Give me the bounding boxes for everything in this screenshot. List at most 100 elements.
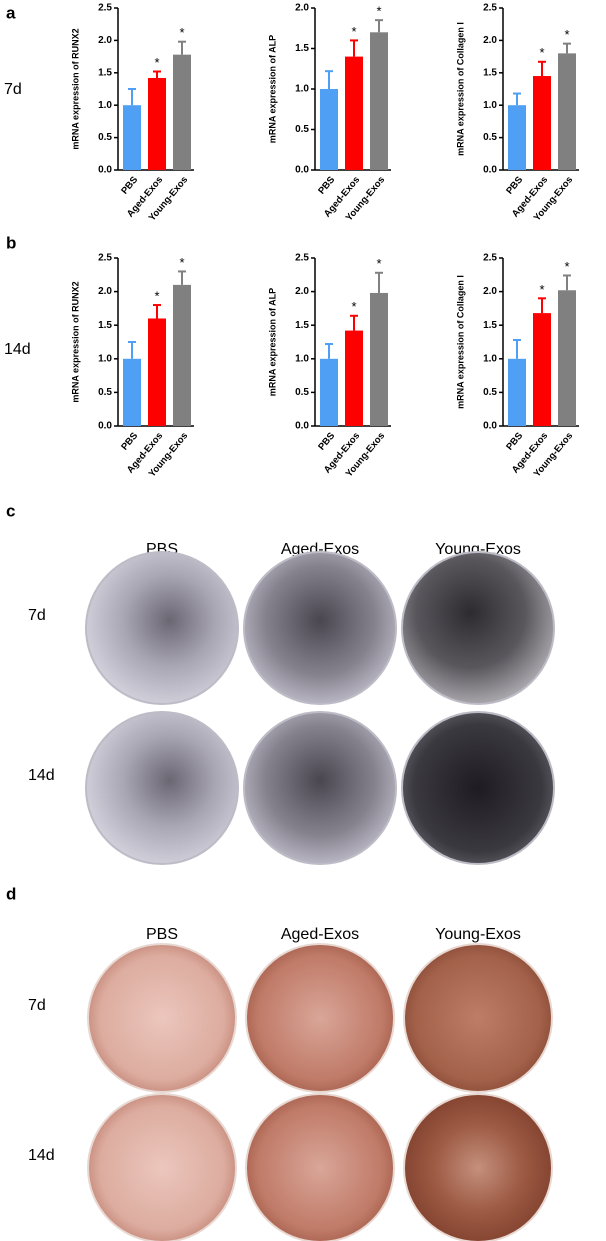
row-label: 14d [28,767,55,784]
y-tick-label: 0.5 [483,132,497,143]
significance: * [179,25,184,40]
y-tick-label: 2.5 [483,3,497,14]
y-tick-label: 1.5 [98,67,112,78]
bar [508,358,526,426]
y-tick-label: 2.0 [295,3,309,14]
bar [320,89,338,170]
y-tick-label: 1.0 [295,353,309,364]
x-tick-label: PBS [119,430,140,452]
column-label: Aged-Exos [281,926,359,943]
bar [173,284,191,426]
y-tick-label: 2.5 [98,3,112,14]
column-label: Young-Exos [435,926,521,943]
x-tick-label: PBS [504,174,525,196]
well-image [87,1093,237,1241]
significance: * [564,27,569,42]
significance: * [564,259,569,274]
x-tick-label: PBS [504,430,525,452]
y-tick-label: 0.0 [295,165,309,176]
y-axis-label: mRNA expression of RUNX2 [70,28,80,149]
well-image [85,711,239,865]
well-image [403,943,553,1093]
well-image [243,551,397,705]
row-label: 7d [28,607,46,624]
y-tick-label: 1.0 [98,353,112,364]
y-tick-label: 1.0 [98,100,112,111]
y-axis-label: mRNA expression of ALP [267,35,277,143]
x-tick-label: PBS [316,174,337,196]
significance: * [351,299,356,314]
y-tick-label: 0.5 [295,387,309,398]
row-label: 7d [28,997,46,1014]
significance: * [179,255,184,270]
y-tick-label: 2.0 [295,286,309,297]
well-image [85,551,239,705]
well-image [403,1093,553,1241]
x-tick-label: PBS [119,174,140,196]
bar [558,290,576,426]
well-image [401,711,555,865]
bar [558,53,576,170]
y-tick-label: 1.5 [483,67,497,78]
y-tick-label: 1.0 [483,353,497,364]
x-tick-label: PBS [316,430,337,452]
bar [508,105,526,170]
significance: * [154,55,159,70]
bar [345,56,363,170]
bar [148,318,166,426]
y-tick-label: 0.0 [483,421,497,432]
y-tick-label: 2.0 [483,286,497,297]
bar [345,330,363,426]
well-image [401,551,555,705]
y-tick-label: 0.5 [98,132,112,143]
well-image [243,711,397,865]
column-label: PBS [146,926,178,943]
bar [533,76,551,170]
y-tick-label: 0.5 [483,387,497,398]
well-image [245,1093,395,1241]
y-tick-label: 1.5 [295,43,309,54]
significance: * [154,288,159,303]
y-tick-label: 1.0 [295,84,309,95]
panel-label: b [6,233,16,252]
y-tick-label: 0.0 [98,421,112,432]
y-tick-label: 2.5 [98,253,112,264]
y-tick-label: 2.0 [483,35,497,46]
y-axis-label: mRNA expression of Collagen I [455,22,465,156]
bar [148,77,166,170]
row-label: 7d [4,81,22,98]
significance: * [376,4,381,19]
bar [123,105,141,170]
panel-label: a [6,3,16,22]
panel-label: d [6,884,16,903]
bar [370,292,388,426]
significance: * [376,256,381,271]
bar [173,54,191,170]
y-tick-label: 1.5 [98,320,112,331]
y-tick-label: 1.5 [295,320,309,331]
y-tick-label: 0.0 [295,421,309,432]
row-label: 14d [28,1147,55,1164]
y-tick-label: 2.5 [295,253,309,264]
significance: * [351,24,356,39]
y-tick-label: 2.0 [98,35,112,46]
y-axis-label: mRNA expression of ALP [267,288,277,396]
significance: * [539,45,544,60]
y-tick-label: 1.0 [483,100,497,111]
well-image [245,943,395,1093]
well-image [87,943,237,1093]
y-axis-label: mRNA expression of RUNX2 [70,281,80,402]
bar [320,358,338,426]
bar [370,32,388,170]
y-tick-label: 0.0 [483,165,497,176]
row-label: 14d [4,341,31,358]
significance: * [539,282,544,297]
y-tick-label: 2.5 [483,253,497,264]
column-label: Young-Exos [435,541,521,558]
bar [123,358,141,426]
panel-label: c [6,501,15,520]
bar [533,313,551,426]
y-axis-label: mRNA expression of Collagen I [455,275,465,409]
y-tick-label: 0.5 [98,387,112,398]
